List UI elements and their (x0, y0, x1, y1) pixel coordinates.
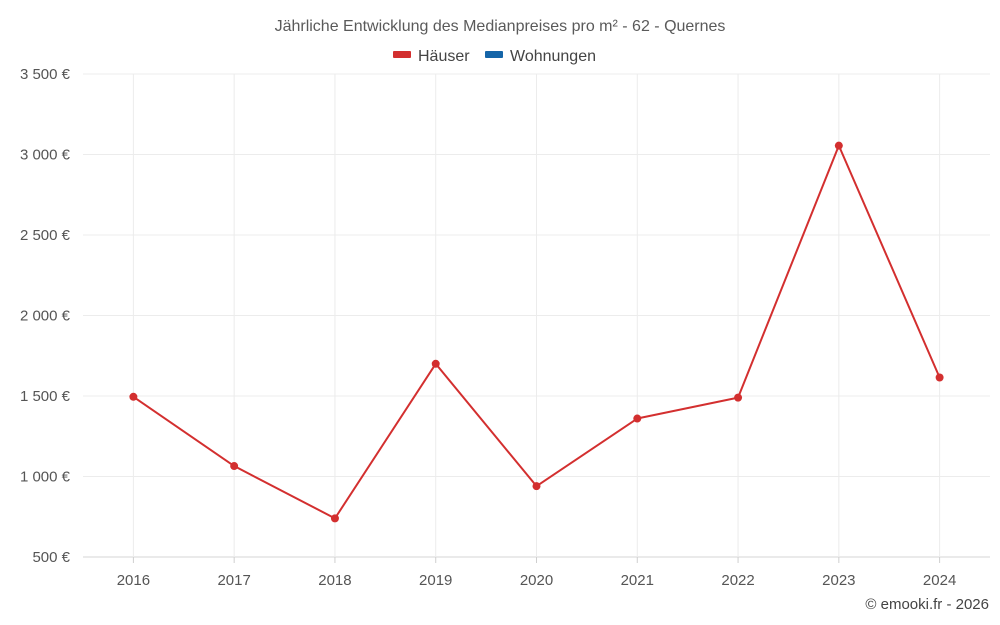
x-tick-label: 2020 (520, 572, 553, 589)
legend-label-haeuser: Häuser (418, 48, 470, 65)
x-tick-label: 2024 (923, 572, 956, 589)
x-tick-label: 2022 (721, 572, 754, 589)
y-tick-label: 1 500 € (20, 388, 71, 405)
y-tick-label: 2 500 € (20, 227, 71, 244)
data-point (935, 373, 944, 382)
data-point (129, 392, 138, 401)
grid (83, 73, 990, 558)
y-tick-label: 3 000 € (20, 147, 71, 164)
credit-text: © emooki.fr - 2026 (865, 596, 989, 613)
legend-swatch-haeuser (393, 51, 411, 58)
data-point (431, 359, 440, 368)
legend-swatch-wohnungen (485, 51, 503, 58)
y-tick-label: 3 500 € (20, 66, 71, 83)
x-tick-label: 2017 (217, 572, 250, 589)
data-point (633, 414, 642, 423)
y-tick-label: 500 € (32, 549, 70, 566)
data-point (230, 462, 239, 471)
x-tick-label: 2021 (621, 572, 654, 589)
chart-title: Jährliche Entwicklung des Medianpreises … (275, 18, 726, 35)
data-point (532, 482, 541, 491)
y-axis: 500 € 1 000 € 1 500 € 2 000 € 2 500 € 3 000 €… (20, 66, 71, 566)
data-point (834, 141, 843, 150)
series-layer (129, 141, 944, 523)
legend-item-haeuser[interactable]: Häuser (393, 48, 470, 65)
x-tick-label: 2016 (117, 572, 150, 589)
x-axis: 2016 2017 2018 2019 2020 2021 2022 2023 2024 (117, 557, 956, 589)
y-tick-label: 1 000 € (20, 469, 71, 486)
x-tick-label: 2018 (318, 572, 351, 589)
x-tick-label: 2023 (822, 572, 855, 589)
legend: Häuser Wohnungen (393, 48, 596, 65)
data-point (330, 514, 339, 523)
legend-item-wohnungen[interactable]: Wohnungen (485, 48, 596, 65)
y-tick-label: 2 000 € (20, 308, 71, 325)
x-tick-label: 2019 (419, 572, 452, 589)
legend-label-wohnungen: Wohnungen (510, 48, 596, 65)
data-point (734, 393, 743, 402)
